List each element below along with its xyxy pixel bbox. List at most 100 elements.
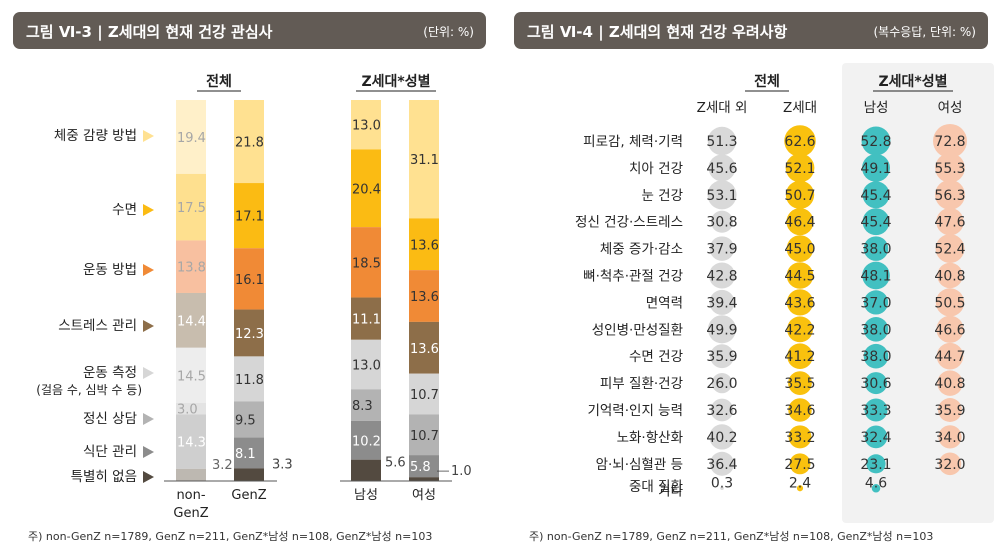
bubble-label-0-10: 32.6 — [706, 403, 737, 419]
bar-segment-1-5 — [234, 401, 264, 438]
bubble-label-3-3: 47.6 — [934, 215, 965, 231]
bar-segment-1-3 — [234, 309, 264, 357]
bar-label-1-0: 21.8 — [235, 136, 264, 151]
bar-label-2-7: 5.6 — [385, 455, 406, 470]
bubble-2-10 — [864, 398, 888, 422]
left-stacked-bar-chart: 전체 Z세대*성별 19.4 17.5 13.8 14.4 14.5 3.0 14.3 3.2 21… — [28, 73, 472, 543]
col-label-3: 여성 — [412, 488, 436, 503]
bar-segment-2-3 — [351, 297, 381, 340]
bubble-label-2-5: 48.1 — [860, 269, 891, 285]
bubble-1-12 — [789, 453, 811, 475]
bar-segment-1-7 — [234, 468, 264, 481]
bubble-label-1-10: 34.6 — [784, 403, 815, 419]
bar-segment-0-3 — [176, 292, 206, 348]
bar-segment-0-5 — [176, 402, 206, 415]
concern-label-12: 중대 질환 — [629, 479, 683, 495]
bubble-1-13 — [796, 485, 804, 492]
bubble-2-3 — [862, 208, 890, 236]
bar-segment-0-0 — [176, 100, 206, 174]
bubble-3-0 — [933, 124, 967, 158]
bubble-label-2-0: 52.8 — [860, 134, 891, 150]
bubble-3-11 — [938, 425, 962, 449]
bar-segment-2-1 — [351, 149, 381, 228]
bar-label-2-5: 8.3 — [352, 399, 373, 414]
bubble-label-3-6: 50.5 — [934, 295, 965, 311]
bar-segment-3-3 — [409, 321, 439, 374]
right-col-label-1: Z세대 — [783, 100, 817, 116]
category-marker-4 — [143, 367, 154, 379]
bubble-3-6 — [935, 288, 965, 317]
concern-label-12: 암·뇌·심혈관 등 — [596, 457, 683, 473]
bar-label-1-5: 9.5 — [235, 413, 256, 428]
bubble-1-10 — [788, 398, 812, 422]
bubble-label-1-11: 33.2 — [784, 430, 815, 446]
right-col-label-2: 남성 — [864, 100, 889, 116]
bubble-2-9 — [864, 372, 888, 395]
left-group-gender-label: Z세대*성별 — [362, 73, 431, 90]
category-label-6: 식단 관리 — [83, 444, 137, 460]
bubble-label-0-11: 40.2 — [706, 430, 737, 446]
bar-segment-0-1 — [176, 173, 206, 241]
bubble-2-7 — [863, 317, 889, 342]
bubble-0-6 — [709, 289, 735, 315]
bubble-label-2-7: 38.0 — [860, 322, 891, 338]
bar-segment-1-6 — [234, 437, 264, 469]
bar-label-3-6: 5.8 — [410, 460, 431, 475]
category-marker-5 — [143, 413, 154, 425]
bar-segment-3-4 — [409, 373, 439, 415]
bar-segment-3-7 — [409, 477, 439, 481]
concern-label-8: 수면 건강 — [629, 349, 683, 365]
bar-label-0-7: 3.2 — [212, 458, 233, 473]
bubble-3-1 — [935, 153, 965, 183]
bubble-3-2 — [935, 179, 965, 210]
bubble-label-3-0: 72.8 — [934, 134, 965, 150]
bubble-2-12 — [866, 454, 886, 474]
bubble-label-0-3: 30.8 — [706, 215, 737, 231]
bubble-2-11 — [864, 425, 888, 449]
bubble-label-1-13: 2.4 — [789, 475, 811, 491]
bubble-2-6 — [863, 290, 889, 315]
bubble-1-0 — [784, 125, 816, 157]
bar-label-2-1: 20.4 — [352, 182, 381, 197]
bar-label-2-3: 11.1 — [352, 313, 381, 328]
bar-segment-1-2 — [234, 248, 264, 310]
bubble-2-5 — [862, 261, 890, 290]
bubble-3-5 — [937, 262, 963, 289]
category-label-1: 수면 — [112, 202, 137, 218]
bar-segment-1-1 — [234, 183, 264, 249]
bubble-1-4 — [786, 235, 814, 262]
bar-segment-3-0 — [409, 100, 439, 219]
bar-segment-0-6 — [176, 414, 206, 469]
bar-label-1-7: 3.3 — [272, 458, 293, 473]
bubble-1-1 — [785, 153, 815, 183]
bar-label-0-4: 14.5 — [177, 369, 206, 384]
bubble-0-5 — [708, 262, 736, 289]
bubble-label-2-10: 33.3 — [860, 403, 891, 419]
bar-label-3-3: 13.6 — [410, 342, 439, 357]
bar-label-3-0: 31.1 — [410, 153, 439, 168]
bubble-label-0-9: 26.0 — [706, 376, 737, 392]
bubble-label-2-13: 4.6 — [865, 475, 887, 491]
bubble-label-2-1: 49.1 — [860, 161, 891, 177]
bar-label-1-6: 8.1 — [235, 447, 256, 462]
bar-segment-2-4 — [351, 339, 381, 390]
concern-label-2: 눈 건강 — [641, 188, 683, 204]
bubble-label-2-9: 30.6 — [860, 376, 891, 392]
bubble-label-0-2: 53.1 — [706, 188, 737, 204]
bar-label-3-4: 10.7 — [410, 388, 439, 403]
bar-segment-2-6 — [351, 420, 381, 460]
concern-label-13: 기타 — [658, 484, 683, 500]
bubble-label-2-12: 23.1 — [860, 457, 891, 473]
bubble-label-0-1: 45.6 — [706, 161, 737, 177]
left-footnote: 주) non-GenZ n=1789, GenZ n=211, GenZ*남성 … — [28, 530, 432, 543]
bubble-0-8 — [710, 344, 734, 369]
bar-label-0-1: 17.5 — [177, 201, 206, 216]
category-marker-6 — [143, 446, 154, 458]
bubble-label-1-6: 43.6 — [784, 295, 815, 311]
bar-segment-0-7 — [176, 468, 206, 481]
bar-segment-2-5 — [351, 389, 381, 421]
bar-segment-2-7 — [351, 459, 381, 481]
concern-label-10: 기억력·인지 능력 — [587, 403, 683, 419]
bar-label-0-0: 19.4 — [177, 131, 206, 146]
bubble-label-0-6: 39.4 — [706, 295, 737, 311]
